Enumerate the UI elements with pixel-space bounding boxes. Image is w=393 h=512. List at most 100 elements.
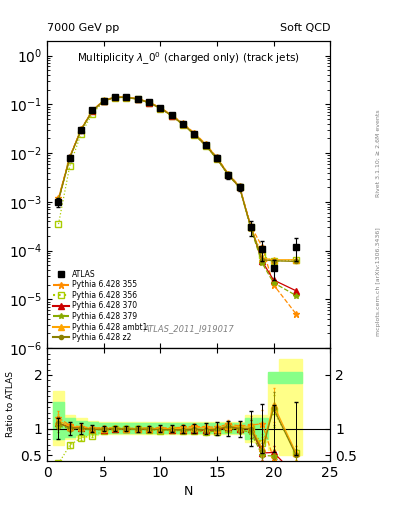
Bar	[121, 423, 132, 433]
Pythia 6.428 370	[294, 288, 299, 294]
Pythia 6.428 356	[90, 111, 95, 117]
Bar	[245, 418, 257, 439]
Pythia 6.428 379	[271, 280, 276, 286]
Pythia 6.428 ambt1	[192, 130, 196, 136]
Pythia 6.428 ambt1	[203, 141, 208, 147]
Pythia 6.428 ambt1	[124, 94, 129, 100]
Pythia 6.428 z2	[169, 113, 174, 119]
Pythia 6.428 379	[181, 121, 185, 127]
Pythia 6.428 379	[135, 96, 140, 102]
Pythia 6.428 356	[147, 100, 151, 106]
Pythia 6.428 370	[124, 94, 129, 100]
Pythia 6.428 355	[101, 97, 106, 103]
Pythia 6.428 356	[135, 96, 140, 102]
Pythia 6.428 355	[158, 104, 163, 111]
Pythia 6.428 z2	[294, 259, 299, 265]
Pythia 6.428 370	[192, 131, 196, 137]
Pythia 6.428 355	[192, 130, 196, 136]
Bar	[257, 415, 268, 442]
Bar	[211, 423, 222, 433]
Bar	[87, 422, 98, 434]
Pythia 6.428 379	[56, 198, 61, 204]
Bar	[166, 423, 177, 433]
Pythia 6.428 ambt1	[226, 171, 231, 177]
Bar	[109, 423, 121, 433]
Bar	[268, 372, 279, 383]
Pythia 6.428 z2	[226, 172, 231, 178]
Bar	[98, 422, 109, 434]
Line: Pythia 6.428 379: Pythia 6.428 379	[56, 95, 299, 298]
Pythia 6.428 z2	[192, 131, 196, 137]
Pythia 6.428 370	[68, 154, 72, 160]
Pythia 6.428 356	[248, 224, 253, 230]
Bar	[121, 422, 132, 434]
Pythia 6.428 356	[56, 221, 61, 227]
Line: Pythia 6.428 356: Pythia 6.428 356	[56, 95, 299, 264]
Pythia 6.428 356	[101, 98, 106, 104]
Pythia 6.428 ambt1	[260, 255, 264, 261]
Bar	[143, 422, 155, 434]
Pythia 6.428 356	[215, 156, 219, 162]
Pythia 6.428 370	[181, 121, 185, 127]
Bar	[177, 423, 189, 433]
Bar	[222, 422, 234, 434]
Line: Pythia 6.428 ambt1: Pythia 6.428 ambt1	[55, 94, 299, 263]
Pythia 6.428 379	[237, 185, 242, 191]
Pythia 6.428 ambt1	[248, 224, 253, 230]
Bar	[87, 420, 98, 435]
Pythia 6.428 355	[56, 195, 61, 201]
Pythia 6.428 379	[158, 105, 163, 112]
Pythia 6.428 ambt1	[68, 154, 72, 160]
Text: ATLAS_2011_I919017: ATLAS_2011_I919017	[143, 324, 234, 333]
Pythia 6.428 z2	[203, 142, 208, 148]
Y-axis label: Ratio to ATLAS: Ratio to ATLAS	[6, 372, 15, 437]
Pythia 6.428 ambt1	[135, 96, 140, 102]
Pythia 6.428 ambt1	[181, 121, 185, 127]
Bar	[64, 415, 75, 439]
Pythia 6.428 ambt1	[169, 112, 174, 118]
Pythia 6.428 356	[124, 95, 129, 101]
Bar	[53, 391, 64, 445]
Bar	[75, 418, 87, 437]
Pythia 6.428 370	[147, 99, 151, 105]
Pythia 6.428 370	[90, 108, 95, 114]
Pythia 6.428 379	[101, 98, 106, 104]
Bar	[64, 418, 75, 437]
Bar	[211, 422, 222, 434]
Pythia 6.428 ambt1	[294, 257, 299, 263]
Pythia 6.428 379	[248, 226, 253, 232]
Pythia 6.428 370	[226, 172, 231, 178]
Pythia 6.428 379	[90, 108, 95, 114]
Pythia 6.428 ambt1	[90, 108, 95, 114]
Pythia 6.428 370	[203, 142, 208, 148]
Pythia 6.428 355	[90, 107, 95, 113]
Pythia 6.428 370	[237, 184, 242, 190]
Bar	[234, 423, 245, 433]
Text: Soft QCD: Soft QCD	[280, 23, 330, 33]
Pythia 6.428 z2	[56, 197, 61, 203]
Pythia 6.428 355	[260, 244, 264, 250]
Pythia 6.428 356	[79, 131, 83, 137]
Pythia 6.428 379	[79, 127, 83, 133]
Pythia 6.428 355	[294, 311, 299, 317]
Pythia 6.428 379	[192, 132, 196, 138]
Line: Pythia 6.428 z2: Pythia 6.428 z2	[56, 95, 298, 264]
Pythia 6.428 z2	[79, 126, 83, 133]
Pythia 6.428 379	[215, 156, 219, 162]
Text: Multiplicity $\lambda\_0^0$ (charged only) (track jets): Multiplicity $\lambda\_0^0$ (charged onl…	[77, 50, 300, 67]
Pythia 6.428 355	[79, 126, 83, 132]
Pythia 6.428 355	[248, 223, 253, 229]
Pythia 6.428 379	[124, 95, 129, 101]
Pythia 6.428 370	[215, 155, 219, 161]
Pythia 6.428 ambt1	[101, 97, 106, 103]
Pythia 6.428 356	[158, 105, 163, 112]
Pythia 6.428 370	[56, 197, 61, 203]
Bar	[109, 422, 121, 434]
Pythia 6.428 ambt1	[237, 184, 242, 190]
Bar	[268, 375, 279, 450]
Pythia 6.428 370	[135, 96, 140, 102]
Bar	[177, 422, 189, 434]
Pythia 6.428 ambt1	[271, 257, 276, 263]
Pythia 6.428 370	[169, 113, 174, 119]
Pythia 6.428 356	[260, 252, 264, 259]
